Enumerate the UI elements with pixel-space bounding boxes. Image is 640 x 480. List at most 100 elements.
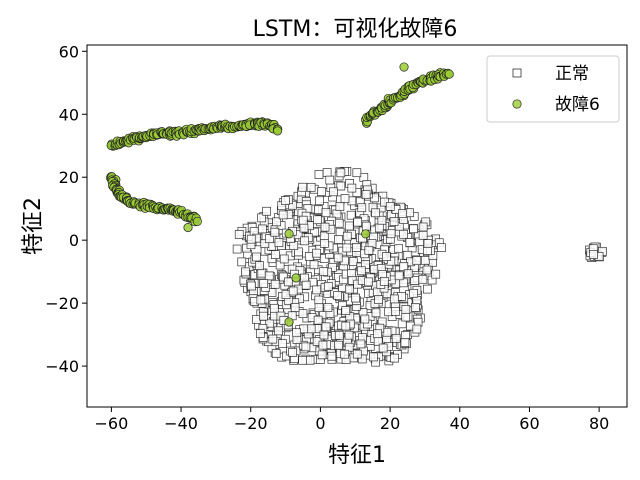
normal-point — [298, 215, 308, 225]
normal-point — [329, 187, 338, 197]
normal-point — [346, 210, 356, 220]
normal-point — [255, 329, 265, 338]
normal-point — [411, 303, 420, 312]
chart-title: LSTM：可视化故障6 — [253, 17, 458, 42]
normal-point — [391, 306, 400, 316]
normal-point — [334, 235, 343, 244]
normal-point — [389, 217, 399, 226]
y-tick-label: 0 — [69, 231, 79, 250]
normal-point — [298, 355, 308, 365]
normal-point — [418, 230, 428, 240]
normal-point — [399, 229, 408, 239]
normal-point — [380, 197, 389, 207]
normal-point — [342, 231, 352, 241]
normal-point — [364, 277, 373, 287]
normal-point — [344, 221, 354, 231]
normal-point — [274, 238, 284, 247]
normal-point — [265, 234, 274, 244]
normal-point — [315, 196, 324, 206]
x-tick-label: −40 — [164, 414, 198, 433]
x-axis: −60 −40 −20 0 20 40 60 80 — [95, 407, 609, 433]
normal-point — [373, 329, 382, 339]
normal-point — [356, 339, 366, 349]
normal-point — [317, 187, 326, 196]
normal-point — [418, 222, 428, 232]
normal-point — [333, 291, 342, 300]
normal-point — [252, 252, 261, 262]
normal-point — [278, 339, 287, 348]
normal-point — [418, 274, 428, 284]
fault-point — [183, 223, 193, 233]
normal-point — [290, 303, 300, 312]
normal-point — [246, 234, 256, 244]
x-tick-label: 20 — [380, 414, 400, 433]
normal-point — [412, 256, 422, 266]
fault-point — [291, 273, 301, 283]
normal-point — [270, 227, 280, 237]
normal-point — [394, 271, 404, 281]
normal-point — [258, 224, 267, 234]
y-axis-label: 特征2 — [21, 197, 46, 255]
normal-point — [357, 266, 366, 276]
normal-point — [237, 257, 247, 267]
normal-point — [334, 218, 344, 228]
normal-point — [264, 271, 274, 281]
x-tick-label: 40 — [450, 414, 470, 433]
normal-point — [348, 257, 358, 267]
normal-point — [361, 221, 371, 231]
normal-point — [401, 305, 411, 314]
legend-marker-fault — [512, 99, 522, 109]
normal-point — [279, 272, 288, 282]
normal-point — [369, 352, 378, 362]
normal-point — [405, 238, 415, 247]
legend-label-normal: 正常 — [555, 64, 589, 84]
normal-point — [391, 333, 401, 343]
normal-point — [299, 223, 309, 233]
normal-point — [378, 343, 388, 353]
y-tick-label: 40 — [59, 105, 79, 124]
normal-point — [317, 350, 327, 360]
normal-point — [341, 321, 351, 331]
normal-point — [257, 268, 267, 278]
legend-label-fault: 故障6 — [555, 95, 600, 115]
normal-point — [272, 217, 282, 227]
normal-point — [319, 330, 329, 340]
normal-point — [385, 202, 395, 211]
normal-point — [371, 308, 381, 318]
normal-point — [342, 243, 352, 253]
normal-point — [304, 252, 314, 261]
normal-point — [374, 223, 384, 233]
normal-point — [344, 284, 354, 294]
normal-point — [298, 309, 308, 319]
normal-point — [298, 182, 308, 192]
normal-point — [306, 182, 316, 192]
fault-point — [284, 229, 294, 239]
normal-point — [323, 281, 333, 291]
normal-point — [412, 324, 422, 334]
normal-point — [371, 208, 380, 218]
normal-point — [270, 279, 280, 289]
normal-point — [260, 239, 270, 249]
normal-point — [344, 330, 354, 340]
fault-point — [273, 126, 283, 136]
normal-point — [309, 260, 319, 270]
normal-point — [382, 252, 391, 261]
normal-point — [401, 312, 411, 322]
normal-point — [403, 269, 413, 279]
normal-point — [409, 288, 418, 298]
normal-point — [382, 327, 392, 337]
normal-point — [335, 227, 345, 237]
normal-point — [283, 277, 293, 287]
normal-point — [360, 314, 370, 324]
normal-point — [269, 303, 279, 313]
normal-point — [390, 353, 399, 363]
normal-point — [344, 342, 354, 352]
normal-point — [325, 175, 335, 185]
normal-point — [256, 295, 266, 305]
fault-point — [192, 216, 202, 226]
normal-point — [314, 295, 324, 305]
normal-point — [394, 244, 404, 254]
normal-point — [340, 194, 350, 203]
normal-point — [333, 253, 343, 263]
normal-point — [323, 303, 333, 312]
